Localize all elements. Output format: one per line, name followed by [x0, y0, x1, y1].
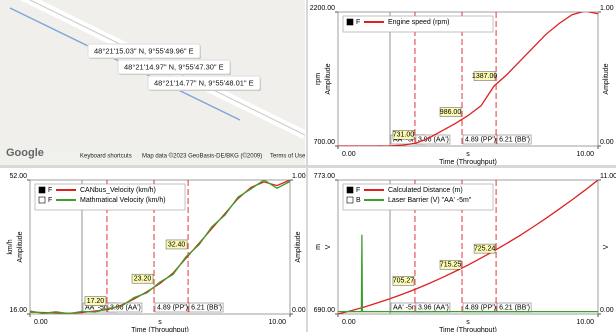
y-axis-label: m [315, 244, 322, 250]
y-tick-label: 52.00 [9, 173, 27, 180]
marker-label: 6.21 (BB') [499, 136, 530, 143]
marker-label: 4.89 (PP') [157, 304, 188, 311]
legend-label: Laser Barrier (V) "AA' -5m" [388, 197, 472, 204]
marker-label: 6.21 (BB') [499, 304, 530, 311]
y-tick-label: 700.00 [314, 139, 336, 146]
y2-tick-label: 0.00 [292, 307, 306, 314]
x-tick-label: 0.00 [342, 319, 356, 326]
x-tick-label: 10.00 [268, 319, 286, 326]
y-tick-label: 690.00 [314, 307, 336, 314]
marker-label: AA' -5m [393, 304, 418, 311]
x-tick-label: 0.00 [34, 319, 48, 326]
callout-text: 48°21'14.97" N, 9°55'47.30" E [124, 62, 224, 71]
value-label: 715.25 [440, 262, 462, 269]
legend-key: F [356, 19, 360, 26]
value-label: 32.40 [168, 241, 186, 248]
screenshot: Google Keyboard shortcuts Map data ©2023… [0, 0, 616, 332]
y2-tick-label: 1.00 [292, 173, 306, 180]
y-axis-label: km/h [7, 239, 14, 254]
y2-tick-label: 0.00 [600, 307, 614, 314]
x-axis-label: s [158, 319, 162, 326]
value-label: 1387.00 [472, 73, 497, 80]
callout-text: 48°21'15.03" N, 9°55'49.96" E [94, 46, 194, 55]
value-label: 725.24 [474, 245, 496, 252]
y-amplitude-label: Amplitude [17, 231, 24, 262]
legend-key: F [48, 197, 52, 204]
marker-label: 3.96 (AA') [418, 304, 449, 311]
y2-tick-label: 1.00 [600, 5, 614, 12]
value-label: 705.27 [393, 278, 415, 285]
legend-checkbox [39, 187, 45, 193]
map-footer-link[interactable]: Terms of Use [270, 154, 306, 160]
value-label: 23.20 [134, 276, 152, 283]
legend-label: Engine speed (rpm) [388, 19, 449, 26]
legend-key: F [356, 187, 360, 194]
x-axis-title: Time (Throughput) [439, 327, 497, 332]
legend-checkbox [347, 187, 353, 193]
x-axis-label: s [466, 151, 470, 158]
dashboard: Google Keyboard shortcuts Map data ©2023… [0, 0, 616, 332]
map-panel: Google Keyboard shortcuts Map data ©2023… [0, 0, 306, 165]
y2-axis-label: Amplitude [295, 231, 302, 262]
y-tick-label: 773.00 [314, 173, 336, 180]
map-footer-link[interactable]: Keyboard shortcuts [80, 154, 132, 160]
legend-label: Calculated Distance (m) [388, 187, 463, 194]
x-axis-title: Time (Throughput) [439, 159, 497, 166]
y2-tick-label: 0.00 [600, 139, 614, 146]
x-tick-label: 10.00 [576, 319, 594, 326]
divider [0, 165, 616, 168]
value-label: 17.20 [87, 298, 105, 305]
map-logo: Google [6, 147, 44, 159]
y-tick-label: 16.00 [9, 307, 27, 314]
x-axis-label: s [466, 319, 470, 326]
y-axis-label: rpm [315, 73, 322, 85]
marker-label: 6.21 (BB') [191, 304, 222, 311]
legend-label: CANbus_Velocity (km/h) [80, 187, 156, 194]
marker-label: 4.89 (PP') [465, 304, 496, 311]
y-amplitude-label: V [325, 244, 332, 249]
x-tick-label: 10.00 [576, 151, 594, 158]
callout-text: 48°21'14.77" N, 9°55'48.01" E [154, 78, 254, 87]
x-axis-title: Time (Throughput) [131, 327, 189, 332]
legend-label: Mathmatical Velocity (km/h) [80, 197, 166, 204]
value-label: 731.00 [393, 132, 415, 139]
x-tick-label: 0.00 [342, 151, 356, 158]
legend-checkbox [39, 197, 45, 203]
legend-checkbox [347, 197, 353, 203]
y-amplitude-label: Amplitude [325, 63, 332, 94]
y-tick-label: 2200.00 [310, 5, 335, 12]
y2-axis-label: V [603, 244, 610, 249]
map-footer-attribution: Map data ©2023 GeoBasis-DE/BKG (©2009) [142, 153, 262, 160]
value-label: 986.00 [440, 109, 462, 116]
y2-tick-label: 11.00 [600, 173, 616, 180]
legend-key: F [48, 187, 52, 194]
legend-key: B [356, 197, 361, 204]
marker-label: 4.89 (PP') [465, 136, 496, 143]
y2-axis-label: Amplitude [603, 63, 610, 94]
legend-checkbox [347, 19, 353, 25]
